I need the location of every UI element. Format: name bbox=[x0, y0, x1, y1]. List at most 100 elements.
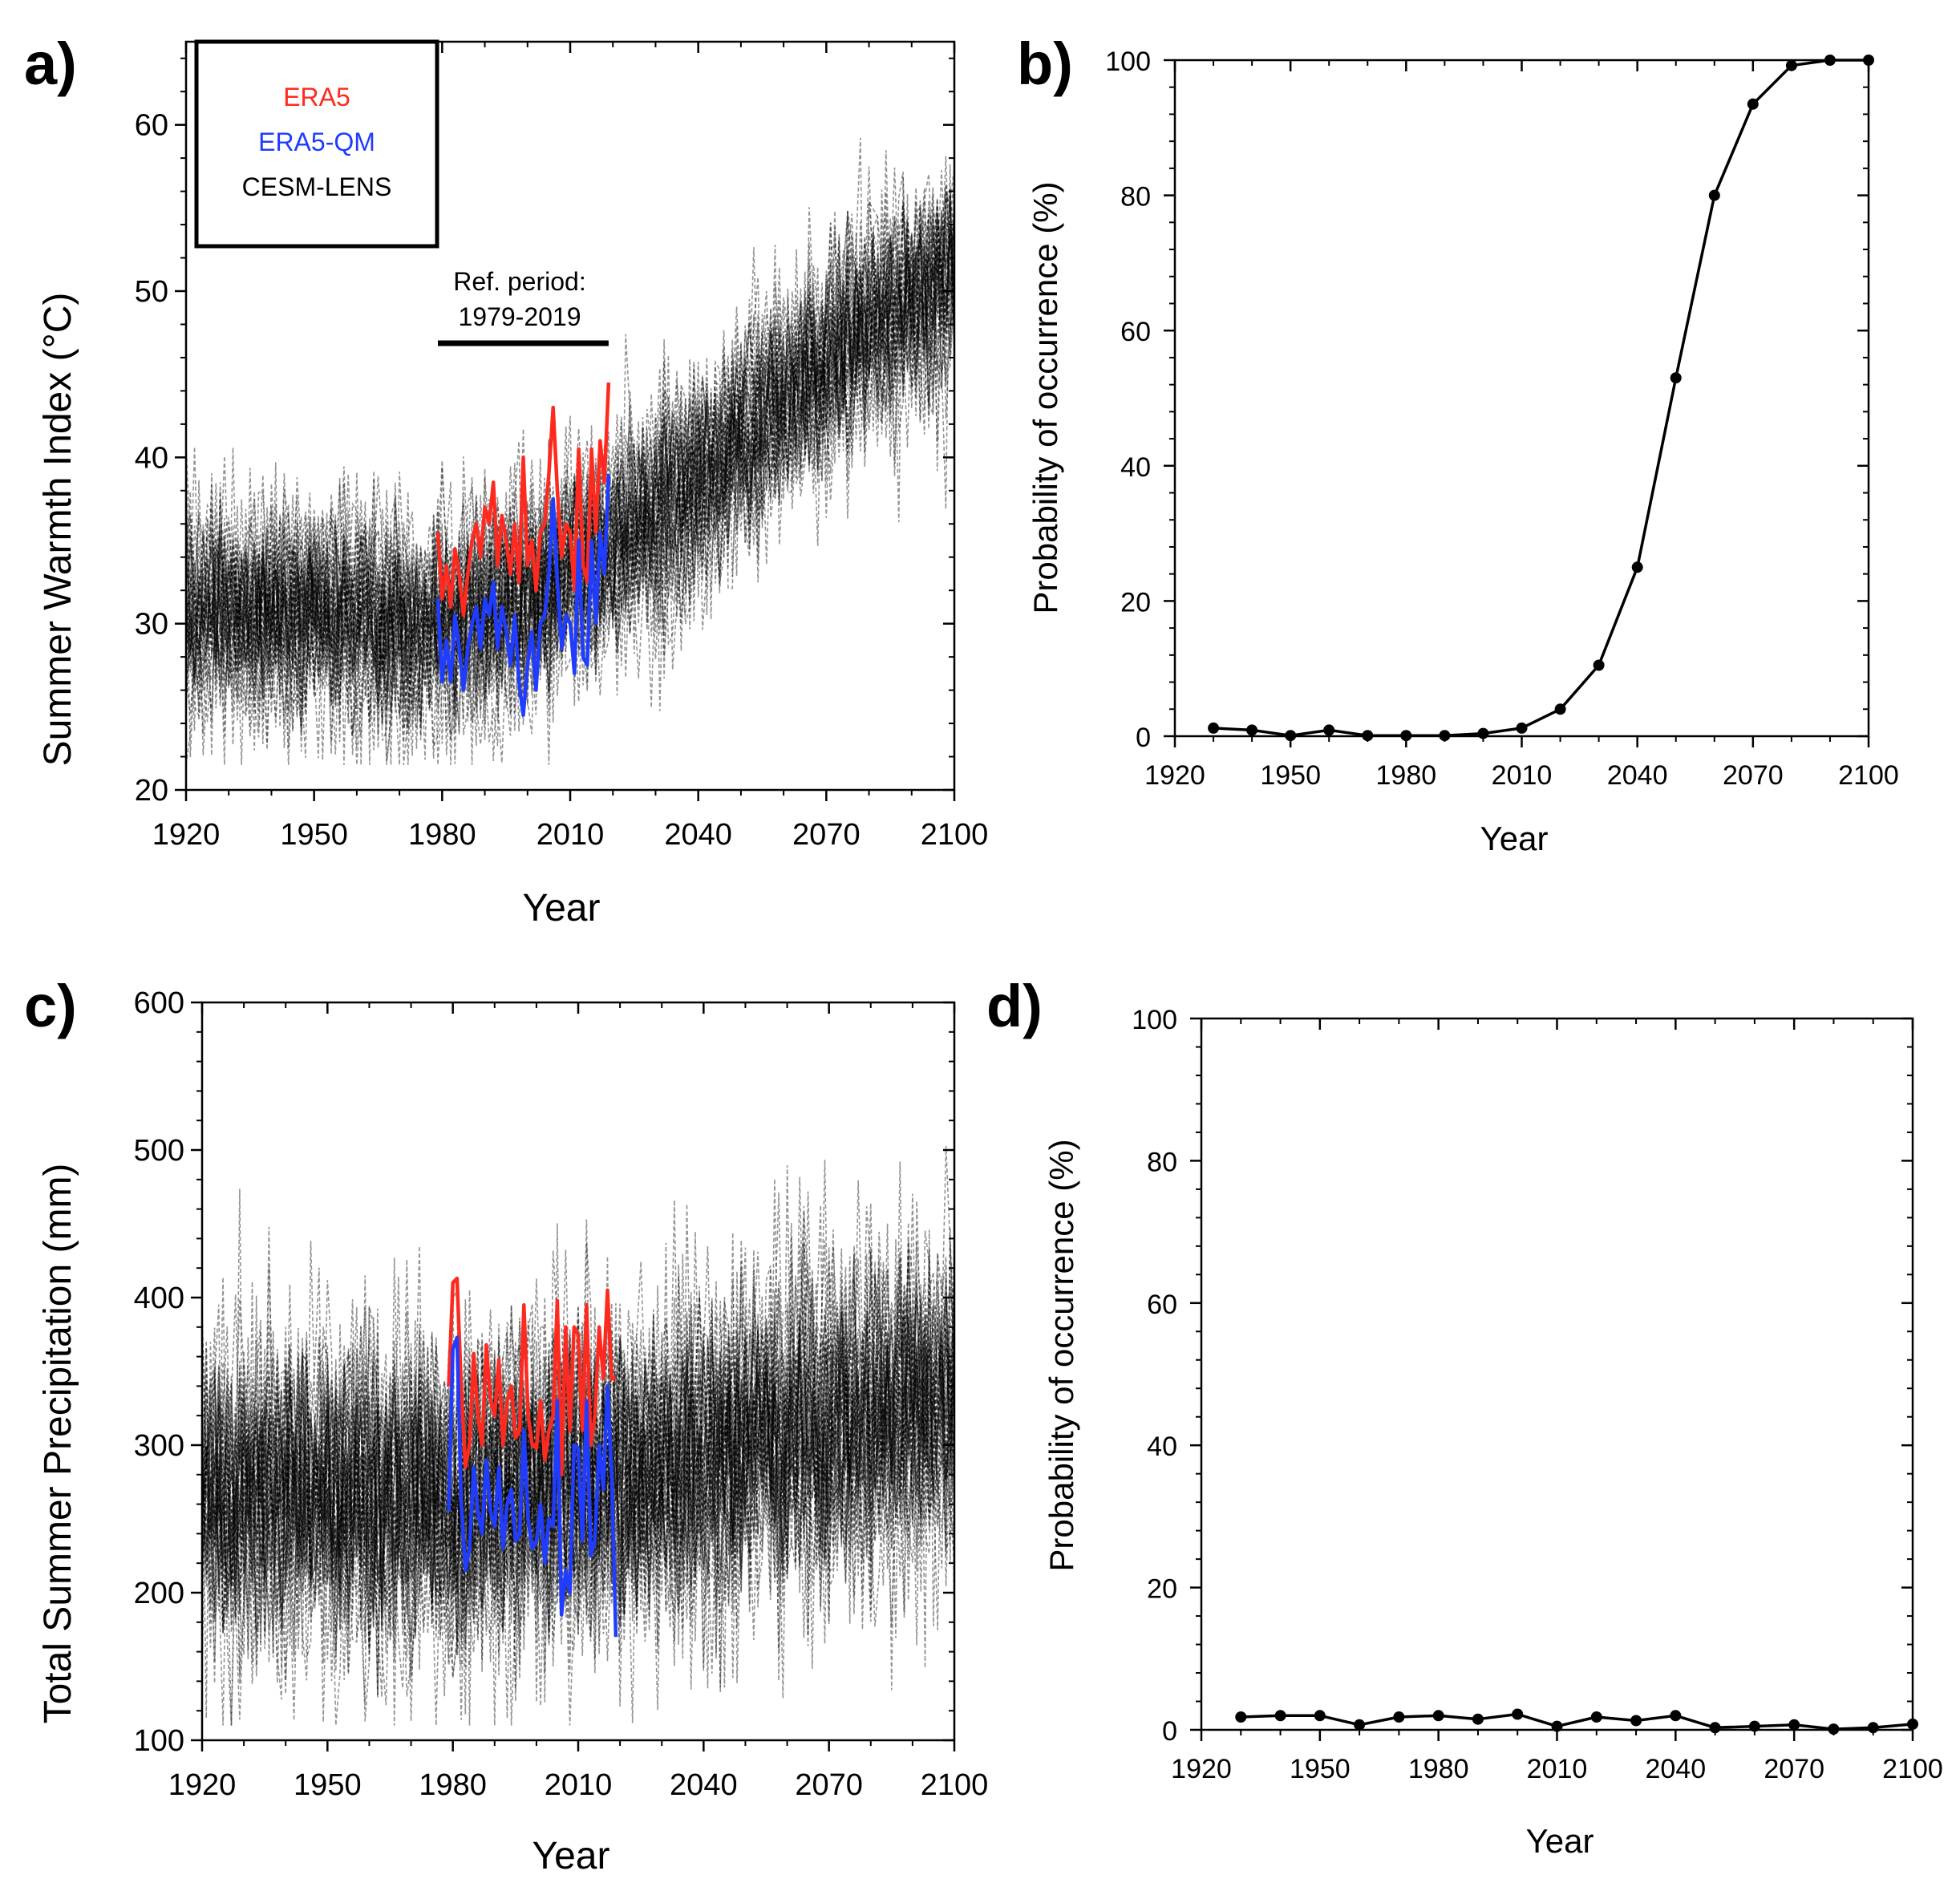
x-tick-label-1920: 1920 bbox=[1144, 760, 1205, 791]
x-tick-label-2010: 2010 bbox=[1492, 760, 1553, 791]
ref-period-line2: 1979-2019 bbox=[458, 302, 581, 331]
panel-b-point-2020 bbox=[1554, 703, 1566, 715]
x-tick-label-2070: 2070 bbox=[1723, 760, 1784, 791]
panel-d-point-2070 bbox=[1788, 1719, 1800, 1731]
cesm-member-36 bbox=[185, 204, 955, 719]
y-tick-label-20: 20 bbox=[135, 774, 168, 808]
panel-c: c) 1920 1950 1980 2010 2040 2070 2100 100 200 300… bbox=[24, 973, 988, 1877]
legend-cesm: CESM-LENS bbox=[242, 172, 392, 201]
cesm-member-40 bbox=[201, 1239, 955, 1726]
cesm-member-20 bbox=[201, 1227, 955, 1726]
panel-d-xlabel: Year bbox=[1526, 1822, 1594, 1860]
panel-a-observations bbox=[435, 382, 611, 717]
panel-b-point-2040 bbox=[1631, 561, 1643, 573]
cesm-member-1 bbox=[185, 192, 955, 727]
cesm-member-19 bbox=[201, 1180, 955, 1667]
panel-b-point-2060 bbox=[1708, 189, 1720, 201]
cesm-member-21 bbox=[185, 164, 955, 745]
cesm-member-37 bbox=[201, 1223, 955, 1681]
panel-b-point-1940 bbox=[1246, 724, 1258, 736]
panel-d-point-2020 bbox=[1590, 1711, 1602, 1723]
cesm-member-22 bbox=[185, 173, 955, 741]
y-tick-label-100: 100 bbox=[1132, 1005, 1177, 1035]
y-tick-label-20: 20 bbox=[1147, 1574, 1177, 1605]
panel-c-ylabel: Total Summer Precipitation (mm) bbox=[37, 1164, 79, 1724]
legend-era5qm: ERA5-QM bbox=[258, 128, 375, 156]
x-tick-label-1950: 1950 bbox=[1290, 1754, 1351, 1784]
x-tick-label-1920: 1920 bbox=[168, 1768, 237, 1802]
panel-d-probability-line bbox=[1235, 1708, 1918, 1735]
cesm-member-37 bbox=[185, 200, 955, 763]
x-tick-label-1980: 1980 bbox=[419, 1768, 487, 1802]
cesm-member-34 bbox=[201, 1229, 955, 1684]
panel-d-point-1930 bbox=[1235, 1711, 1247, 1723]
cesm-member-12 bbox=[185, 226, 955, 736]
cesm-member-16 bbox=[185, 213, 955, 749]
x-tick-label-1980: 1980 bbox=[1376, 760, 1437, 791]
panel-d-point-2040 bbox=[1670, 1710, 1682, 1722]
cesm-member-32 bbox=[185, 187, 955, 765]
cesm-member-26 bbox=[185, 166, 955, 765]
cesm-member-39 bbox=[185, 225, 955, 765]
panel-c-era5-line bbox=[447, 1276, 616, 1477]
cesm-member-23 bbox=[201, 1272, 955, 1672]
panel-a-era5qm-line bbox=[435, 474, 611, 717]
x-tick-label-2010: 2010 bbox=[545, 1768, 613, 1802]
x-tick-label-1920: 1920 bbox=[152, 818, 221, 852]
y-tick-label-100: 100 bbox=[134, 1724, 184, 1758]
panel-b-point-2050 bbox=[1670, 372, 1682, 384]
x-tick-label-2040: 2040 bbox=[1607, 760, 1668, 791]
y-tick-label-20: 20 bbox=[1120, 587, 1151, 618]
panel-b: b) 1920 1950 1980 2010 2040 2070 2100020406080… bbox=[1017, 30, 1899, 857]
panel-d-ylabel-text: Probability of occurrence (%) bbox=[1043, 1139, 1080, 1571]
cesm-member-24 bbox=[201, 1241, 955, 1650]
panel-b-label: b) bbox=[1017, 30, 1073, 97]
legend-era5: ERA5 bbox=[283, 83, 350, 111]
panel-a-legend-box bbox=[194, 39, 439, 249]
cesm-member-27 bbox=[185, 170, 955, 723]
cesm-member-36 bbox=[201, 1178, 955, 1706]
y-tick-label-60: 60 bbox=[135, 109, 168, 143]
panel-d: d) 1920 1950 1980 2010 2040 2070 2100020406080… bbox=[986, 973, 1943, 1860]
y-tick-label-40: 40 bbox=[135, 441, 168, 475]
panel-b-xlabel: Year bbox=[1480, 820, 1549, 857]
cesm-member-28 bbox=[201, 1240, 955, 1711]
panel-a-label: a) bbox=[24, 30, 77, 97]
cesm-member-8 bbox=[201, 1257, 955, 1700]
x-tick-label-2070: 2070 bbox=[795, 1768, 863, 1802]
x-tick-label-2040: 2040 bbox=[670, 1768, 738, 1802]
panel-b-point-2070 bbox=[1747, 98, 1759, 110]
ref-period-line1: Ref. period: bbox=[453, 267, 585, 296]
cesm-member-9 bbox=[201, 1206, 955, 1722]
cesm-member-21 bbox=[201, 1276, 955, 1726]
panel-d-frame bbox=[1200, 1017, 1914, 1731]
panel-d-point-2010 bbox=[1551, 1720, 1563, 1732]
cesm-member-29 bbox=[201, 1189, 955, 1677]
panel-a-xlabel: Year bbox=[523, 887, 601, 929]
panel-d-point-2060 bbox=[1748, 1720, 1760, 1732]
panel-d-point-1940 bbox=[1274, 1710, 1286, 1722]
cesm-member-17 bbox=[185, 150, 955, 765]
panel-c-cesm-ensemble bbox=[201, 1145, 955, 1726]
cesm-member-6 bbox=[201, 1299, 955, 1679]
cesm-member-3 bbox=[185, 183, 955, 751]
panel-b-ylabel-text: Probability of occurrence (%) bbox=[1027, 181, 1064, 613]
x-tick-label-2010: 2010 bbox=[1527, 1754, 1588, 1784]
panel-d-point-2000 bbox=[1512, 1708, 1524, 1720]
y-tick-label-80: 80 bbox=[1120, 182, 1151, 213]
cesm-member-5 bbox=[201, 1275, 955, 1726]
cesm-member-35 bbox=[201, 1250, 955, 1723]
x-tick-label-2100: 2100 bbox=[1838, 760, 1899, 791]
panel-d-point-1990 bbox=[1472, 1713, 1484, 1725]
y-tick-label-60: 60 bbox=[1147, 1290, 1177, 1320]
panel-d-plot-area bbox=[1200, 1017, 1914, 1731]
y-tick-label-50: 50 bbox=[135, 275, 168, 309]
panel-b-point-1930 bbox=[1208, 722, 1220, 734]
cesm-member-7 bbox=[201, 1161, 955, 1691]
cesm-member-28 bbox=[185, 185, 955, 765]
panel-b-series-line bbox=[1213, 59, 1869, 737]
panel-b-point-1970 bbox=[1362, 730, 1374, 742]
x-tick-label-1950: 1950 bbox=[280, 818, 348, 852]
